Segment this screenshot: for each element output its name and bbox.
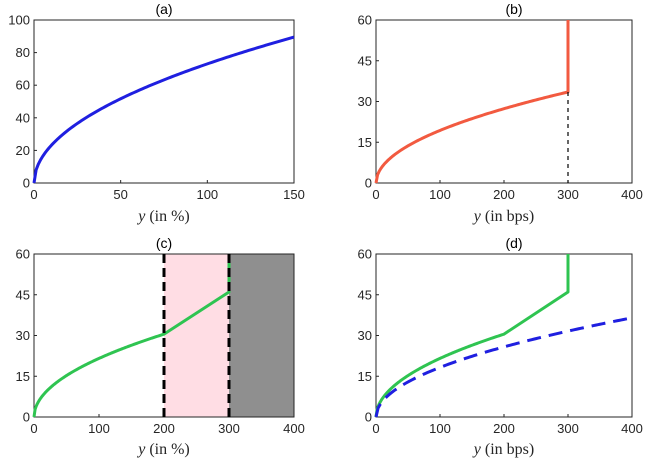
ytick-label-c-60: 60 [16, 247, 30, 262]
xtick-label-c-200: 200 [153, 421, 175, 436]
xtick-label-c-300: 300 [218, 421, 240, 436]
ytick-label-d-30: 30 [358, 328, 372, 343]
panel-b-title: (b) [505, 1, 522, 17]
ytick-label-b-45: 45 [358, 53, 372, 68]
panel-b-xlabel: y (in bps) [472, 208, 534, 225]
ytick-label-d-0: 0 [365, 410, 372, 425]
panel-b-xlabel-var: y [472, 208, 482, 225]
panel-c-xlabel-unit: (in %) [149, 441, 189, 458]
panel-d-xlabel-unit: (in bps) [485, 441, 534, 458]
ytick-label-c-0: 0 [23, 410, 30, 425]
xtick-label-d-0: 0 [372, 421, 379, 436]
panel-d-xlabel: y (in bps) [472, 441, 534, 458]
ytick-label-d-60: 60 [358, 247, 372, 262]
xtick-label-a-100: 100 [196, 187, 218, 202]
series-line-d-modified [374, 254, 570, 418]
ytick-label-b-0: 0 [365, 176, 372, 191]
ytick-label-a-60: 60 [16, 78, 30, 93]
xtick-label-a-50: 50 [113, 187, 127, 202]
panel-b-xlabel-unit: (in bps) [485, 208, 534, 225]
panel-c-xlabel-var: y [136, 441, 146, 458]
plot-frame-b [375, 19, 633, 184]
ytick-label-d-45: 45 [358, 287, 372, 302]
ytick-label-a-80: 80 [16, 45, 30, 60]
panel-b: 0 100 200 300 400 0 15 30 45 60 (b) y (in bps) [358, 1, 643, 225]
shaded-region-c-1 [229, 254, 294, 417]
panel-d-title: (d) [505, 235, 522, 251]
panel-d: 0 100 200 300 400 0 15 30 45 60 (d) y (in bps) [358, 235, 643, 458]
plot-frame-a [33, 19, 295, 184]
xtick-label-b-300: 300 [557, 187, 579, 202]
xtick-label-b-100: 100 [429, 187, 451, 202]
ytick-label-c-45: 45 [16, 287, 30, 302]
panel-a-xlabel: y (in %) [136, 208, 190, 225]
panel-c-title: (c) [156, 235, 172, 251]
xtick-label-a-0: 0 [30, 187, 37, 202]
xtick-label-a-150: 150 [283, 187, 305, 202]
xtick-label-b-0: 0 [372, 187, 379, 202]
shaded-region-c-0 [164, 254, 229, 417]
panel-a-xlabel-var: y [136, 208, 146, 225]
panel-d-xlabel-var: y [472, 441, 482, 458]
ytick-label-a-20: 20 [16, 143, 30, 158]
panel-a-title: (a) [155, 1, 172, 17]
series-line-c-curve [32, 254, 231, 418]
xtick-label-d-100: 100 [429, 421, 451, 436]
ytick-label-b-30: 30 [358, 94, 372, 109]
ytick-label-d-15: 15 [358, 369, 372, 384]
xtick-label-c-0: 0 [30, 421, 37, 436]
xtick-label-d-400: 400 [621, 421, 643, 436]
ytick-label-b-60: 60 [358, 13, 372, 28]
xtick-label-c-100: 100 [88, 421, 110, 436]
panel-a: 0 50 100 150 0 20 40 60 80 100 (a) y (in %) [8, 1, 305, 225]
ytick-label-b-15: 15 [358, 135, 372, 150]
xtick-label-c-400: 400 [283, 421, 305, 436]
panel-c: 0 100 200 300 400 0 15 30 45 60 (c) y (in %) [16, 235, 305, 458]
ytick-label-a-100: 100 [8, 13, 30, 28]
xtick-label-b-200: 200 [493, 187, 515, 202]
ytick-label-c-15: 15 [16, 369, 30, 384]
series-line-a-curve [32, 35, 295, 184]
panel-c-xlabel: y (in %) [136, 441, 190, 458]
series-line-b-curve [374, 20, 570, 184]
ytick-label-a-0: 0 [23, 176, 30, 191]
ytick-label-c-30: 30 [16, 328, 30, 343]
xtick-label-d-200: 200 [493, 421, 515, 436]
xtick-label-d-300: 300 [557, 421, 579, 436]
panel-a-xlabel-unit: (in %) [149, 208, 189, 225]
ytick-label-a-40: 40 [16, 110, 30, 125]
xtick-label-b-400: 400 [621, 187, 643, 202]
